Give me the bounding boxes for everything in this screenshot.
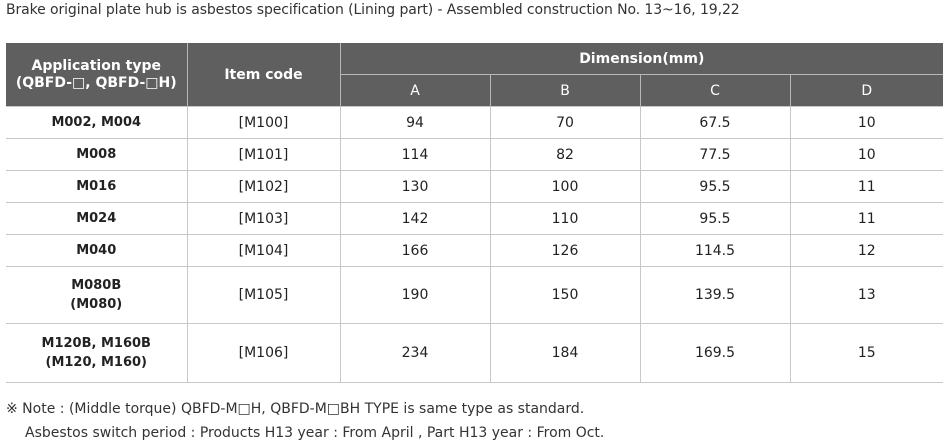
cell-application: M002, M004 bbox=[6, 106, 187, 139]
cell-application-line: M040 bbox=[76, 243, 117, 258]
cell-application-line: (M080) bbox=[70, 297, 123, 312]
spec-table: Application type (QBFD-□, QBFD-□H) Item … bbox=[6, 43, 944, 383]
table-row: M024 [M103] 142 110 95.5 11 bbox=[6, 202, 944, 235]
page-title: Brake original plate hub is asbestos spe… bbox=[6, 2, 740, 18]
cell-application-line: M024 bbox=[76, 211, 117, 226]
cell-dim-c: 95.5 bbox=[639, 170, 790, 203]
cell-application: M080B (M080) bbox=[6, 266, 187, 324]
cell-application-line: M120B, M160B bbox=[41, 336, 151, 351]
header-application-type: Application type (QBFD-□, QBFD-□H) bbox=[6, 43, 188, 107]
cell-dim-b: 126 bbox=[489, 234, 640, 267]
table-row: M002, M004 [M100] 94 70 67.5 10 bbox=[6, 106, 944, 139]
cell-application: M024 bbox=[6, 202, 187, 235]
cell-dim-a: 190 bbox=[339, 266, 490, 324]
cell-item-code: [M104] bbox=[186, 234, 340, 267]
cell-dim-c: 77.5 bbox=[639, 138, 790, 171]
cell-item-code: [M102] bbox=[186, 170, 340, 203]
header-application-type-line1: Application type bbox=[31, 57, 161, 74]
cell-dim-d: 11 bbox=[789, 202, 944, 235]
cell-item-code: [M106] bbox=[186, 323, 340, 383]
cell-application-line: M080B bbox=[71, 278, 122, 293]
header-col-c: C bbox=[639, 74, 791, 107]
cell-application-line: M008 bbox=[76, 147, 117, 162]
header-col-d: D bbox=[789, 74, 944, 107]
header-col-a: A bbox=[339, 74, 491, 107]
cell-application-line: M002, M004 bbox=[51, 115, 142, 130]
cell-dim-a: 94 bbox=[339, 106, 490, 139]
cell-dim-d: 10 bbox=[789, 138, 944, 171]
cell-dim-a: 114 bbox=[339, 138, 490, 171]
cell-dim-d: 15 bbox=[789, 323, 944, 383]
cell-dim-a: 166 bbox=[339, 234, 490, 267]
cell-item-code: [M105] bbox=[186, 266, 340, 324]
cell-dim-b: 100 bbox=[489, 170, 640, 203]
header-application-type-line2: (QBFD-□, QBFD-□H) bbox=[15, 74, 177, 91]
header-dimension: Dimension(mm) bbox=[339, 43, 944, 75]
cell-dim-a: 142 bbox=[339, 202, 490, 235]
cell-dim-d: 12 bbox=[789, 234, 944, 267]
cell-application: M008 bbox=[6, 138, 187, 171]
table-header: Application type (QBFD-□, QBFD-□H) Item … bbox=[6, 43, 944, 107]
table-row: M120B, M160B (M120, M160) [M106] 234 184… bbox=[6, 323, 944, 383]
cell-item-code: [M103] bbox=[186, 202, 340, 235]
note-line-2: Asbestos switch period : Products H13 ye… bbox=[25, 425, 605, 441]
cell-dim-c: 67.5 bbox=[639, 106, 790, 139]
table-row: M080B (M080) [M105] 190 150 139.5 13 bbox=[6, 266, 944, 324]
cell-dim-b: 184 bbox=[489, 323, 640, 383]
cell-dim-c: 95.5 bbox=[639, 202, 790, 235]
cell-dim-b: 150 bbox=[489, 266, 640, 324]
cell-item-code: [M100] bbox=[186, 106, 340, 139]
cell-dim-b: 70 bbox=[489, 106, 640, 139]
cell-dim-d: 10 bbox=[789, 106, 944, 139]
cell-application-line: (M120, M160) bbox=[45, 355, 148, 370]
cell-item-code: [M101] bbox=[186, 138, 340, 171]
cell-dim-d: 13 bbox=[789, 266, 944, 324]
cell-dim-a: 130 bbox=[339, 170, 490, 203]
cell-application: M040 bbox=[6, 234, 187, 267]
table-row: M040 [M104] 166 126 114.5 12 bbox=[6, 234, 944, 267]
table-row: M016 [M102] 130 100 95.5 11 bbox=[6, 170, 944, 203]
cell-dim-d: 11 bbox=[789, 170, 944, 203]
table-body: M002, M004 [M100] 94 70 67.5 10 M008 [M1… bbox=[6, 106, 944, 383]
cell-dim-c: 139.5 bbox=[639, 266, 790, 324]
note-line-1: ※ Note : (Middle torque) QBFD-M□H, QBFD-… bbox=[6, 401, 585, 417]
cell-dim-b: 82 bbox=[489, 138, 640, 171]
cell-dim-c: 114.5 bbox=[639, 234, 790, 267]
header-col-b: B bbox=[489, 74, 641, 107]
cell-dim-a: 234 bbox=[339, 323, 490, 383]
cell-dim-c: 169.5 bbox=[639, 323, 790, 383]
cell-application-line: M016 bbox=[76, 179, 117, 194]
cell-application: M120B, M160B (M120, M160) bbox=[6, 323, 187, 383]
cell-dim-b: 110 bbox=[489, 202, 640, 235]
cell-application: M016 bbox=[6, 170, 187, 203]
table-row: M008 [M101] 114 82 77.5 10 bbox=[6, 138, 944, 171]
header-item-code: Item code bbox=[186, 43, 341, 107]
